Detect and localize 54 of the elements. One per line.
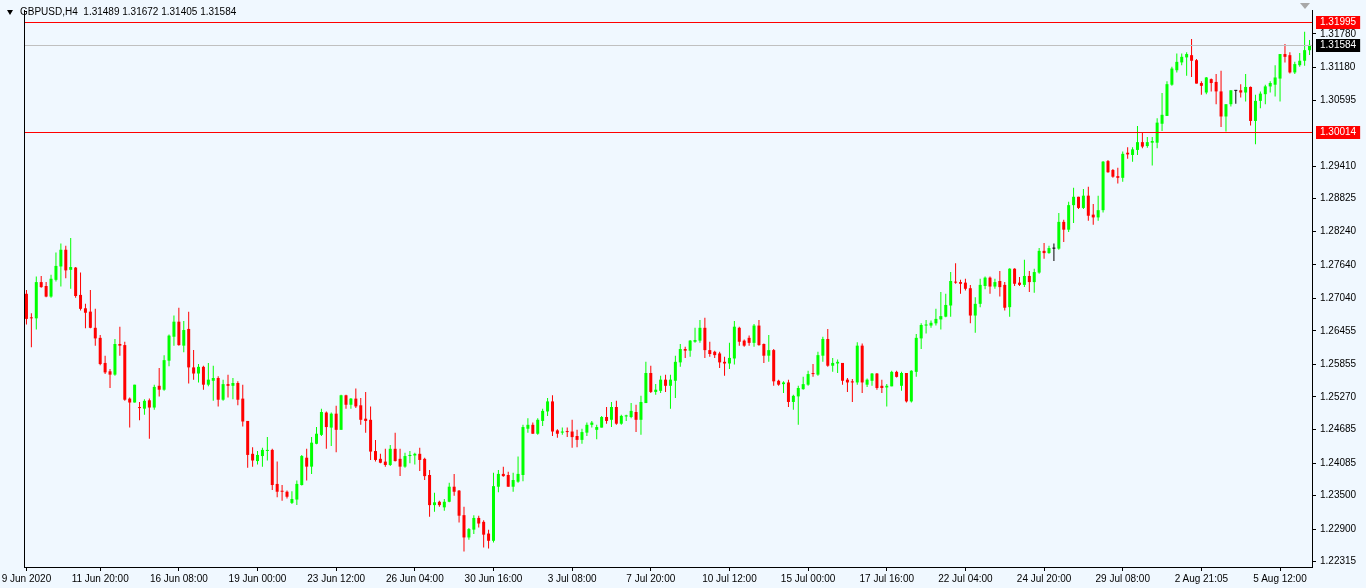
candlestick [408,451,412,464]
y-tick-label: 1.22900 [1320,522,1357,534]
y-tick-label: 1.28825 [1320,192,1357,204]
candlestick [69,238,73,289]
candlestick [811,364,815,377]
x-tick-label: 15 Jul 00:00 [780,572,836,584]
candlestick [29,313,33,348]
x-tick-label: 26 Jun 04:00 [385,572,445,584]
y-tick-label: 1.27640 [1320,258,1357,270]
candlestick [280,485,284,501]
x-tick-label: 24 Jul 20:00 [1016,572,1072,584]
y-tick-label: 1.24085 [1320,456,1357,468]
candlestick [138,401,142,421]
x-tick-label: 22 Jul 04:00 [938,572,994,584]
candlestick [954,263,958,284]
y-tick-label: 1.25270 [1320,390,1357,402]
x-tick-label: 23 Jun 12:00 [307,572,366,584]
candlestick [211,365,215,401]
ref-line-label: 1.30014 [1320,126,1357,138]
x-tick-label: 7 Jul 20:00 [626,572,676,584]
candlestick [265,437,269,461]
candlestick [1150,137,1154,166]
chart-title: GBPUSD,H4 1.31489 1.31672 1.31405 1.31584 [20,6,237,18]
candlestick [1185,52,1189,76]
x-tick-label: 30 Jun 16:00 [464,572,523,584]
y-tick-label: 1.24685 [1320,423,1357,435]
candlestick [850,379,854,402]
x-tick-label: 16 Jun 08:00 [149,572,209,584]
x-tick-label: 19 Jun 00:00 [228,572,287,584]
y-tick-label: 1.23500 [1320,489,1357,501]
x-tick-label: 10 Jul 12:00 [702,572,758,584]
y-tick-label: 1.22315 [1320,555,1357,567]
candlestick [1234,89,1238,104]
y-tick-label: 1.30595 [1320,93,1357,105]
y-tick-label: 1.29410 [1320,159,1357,171]
candlestick [939,292,943,330]
y-tick-label: 1.28240 [1320,225,1357,237]
y-tick-label: 1.26455 [1320,324,1357,336]
y-tick-label: 1.25855 [1320,358,1357,370]
y-tick-label: 1.31780 [1320,27,1357,39]
x-tick-label: 5 Aug 12:00 [1253,572,1308,584]
x-tick-label: 11 Jun 20:00 [71,572,130,584]
x-tick-label: 2 Aug 21:05 [1174,572,1229,584]
candlestick [118,326,122,356]
x-tick-label: 17 Jul 16:00 [859,572,915,584]
x-tick-label: 29 Jul 08:00 [1095,572,1151,584]
ref-line-label: 1.31995 [1320,16,1357,28]
ref-line-label: 1.31584 [1320,39,1357,51]
y-tick-label: 1.31180 [1320,61,1356,73]
x-tick-label: 3 Jul 08:00 [547,572,598,584]
y-tick-label: 1.27040 [1320,292,1357,304]
candlestick [226,374,230,398]
x-tick-label: 9 Jun 2020 [1,572,52,584]
candlestick [1052,243,1056,261]
